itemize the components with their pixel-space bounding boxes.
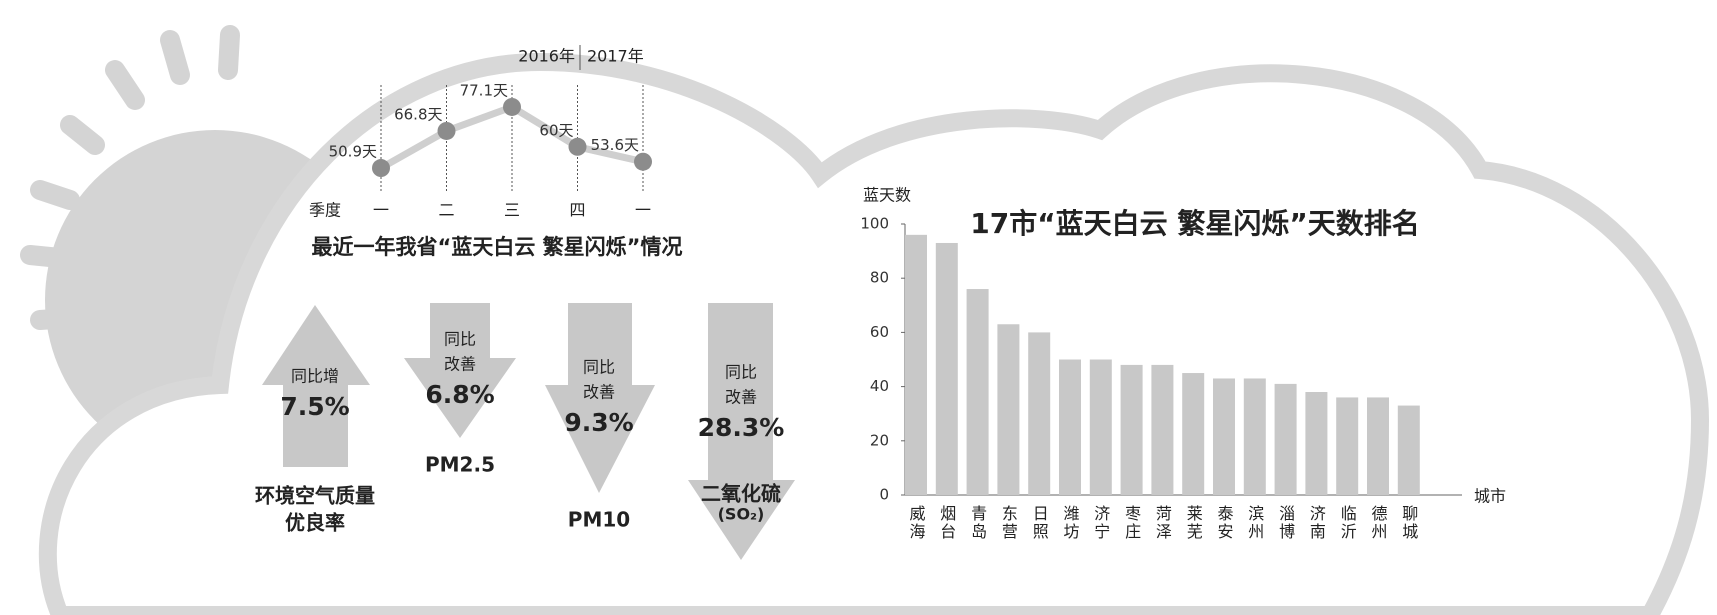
y-axis-label: 蓝天数 [863, 186, 911, 205]
x-tick-label: 日照 [1030, 505, 1049, 541]
x-tick-label: 临沂 [1338, 505, 1357, 541]
x-tick-label: 聊城 [1399, 505, 1418, 541]
chart-title: 最近一年我省“蓝天白云 繁星闪烁”情况 [312, 235, 683, 259]
x-tick-label: 青岛 [968, 505, 987, 541]
x-tick-label: 济南 [1307, 505, 1326, 541]
y-tick-label: 0 [879, 486, 889, 504]
y-tick-label: 20 [870, 431, 889, 449]
bar [1151, 365, 1173, 495]
indicator-name: PM10 [568, 508, 630, 532]
x-tick-label: 烟台 [937, 505, 956, 541]
bar [1213, 378, 1235, 495]
x-tick-label: 滨州 [1245, 505, 1264, 541]
bar [936, 243, 958, 495]
infographic: 2016年 2017年 50.9天一 66.8天二 77.1天三 60天四 53.6天一 季度… [0, 0, 1717, 615]
change-text: 改善 [583, 383, 615, 402]
indicator-name: 优良率 [285, 511, 345, 535]
indicator-name: 二氧化硫 [701, 482, 781, 506]
x-tick-label: 枣庄 [1122, 505, 1141, 541]
bar [1028, 332, 1050, 495]
value-label: 53.6天 [591, 136, 639, 154]
change-value: 6.8% [425, 380, 494, 409]
change-value: 7.5% [280, 392, 349, 421]
change-text: 同比 [583, 358, 615, 377]
change-text: 改善 [725, 388, 757, 407]
change-text: 改善 [444, 355, 476, 374]
bar [1336, 397, 1358, 495]
point [438, 122, 456, 140]
value-label: 77.1天 [460, 81, 508, 99]
bar [967, 289, 989, 495]
point [634, 153, 652, 171]
bar [1090, 360, 1112, 496]
x-tick-label: 三 [504, 201, 520, 220]
indicator-name: PM2.5 [425, 453, 495, 477]
bar [1244, 378, 1266, 495]
x-tick-label: 四 [569, 201, 585, 220]
change-text: 同比 [725, 363, 757, 382]
x-tick-label: 威海 [907, 505, 926, 541]
y-tick-label: 100 [860, 215, 889, 233]
annotation: 2016年 [518, 47, 575, 66]
change-value: 9.3% [564, 408, 633, 437]
bar [1275, 384, 1297, 495]
change-text: 同比增 [291, 367, 339, 386]
chart-title: 17市“蓝天白云 繁星闪烁”天数排名 [970, 207, 1420, 240]
x-tick-label: 二 [438, 201, 454, 220]
background [30, 35, 1700, 615]
bar [1121, 365, 1143, 495]
bar [1398, 406, 1420, 495]
indicator-name: 环境空气质量 [255, 484, 375, 508]
value-label: 60天 [539, 121, 573, 139]
indicator-name: (SO₂) [718, 505, 765, 524]
x-axis-label: 季度 [309, 201, 341, 220]
bar [1367, 397, 1389, 495]
x-tick-label: 泰安 [1215, 505, 1234, 541]
bar [1305, 392, 1327, 495]
point [569, 138, 587, 156]
bar [905, 235, 927, 495]
point [372, 159, 390, 177]
x-tick-label: 东营 [999, 505, 1018, 541]
x-tick-label: 济宁 [1091, 505, 1110, 541]
x-tick-label: 淄博 [1276, 505, 1295, 541]
value-label: 50.9天 [329, 143, 377, 161]
x-tick-label: 菏泽 [1153, 505, 1172, 541]
bar [997, 324, 1019, 495]
change-value: 28.3% [698, 413, 785, 442]
x-tick-label: 一 [635, 201, 651, 220]
y-tick-label: 60 [870, 323, 889, 341]
y-tick-label: 80 [870, 269, 889, 287]
value-label: 66.8天 [394, 105, 442, 123]
x-tick-label: 潍坊 [1061, 505, 1080, 541]
x-axis-label: 城市 [1474, 487, 1506, 506]
x-tick-label: 莱芜 [1184, 505, 1203, 541]
point [503, 98, 521, 116]
x-tick-label: 一 [373, 201, 389, 220]
bar [1182, 373, 1204, 495]
change-text: 同比 [444, 330, 476, 349]
x-tick-label: 德州 [1369, 505, 1388, 541]
bar [1059, 360, 1081, 496]
annotation: 2017年 [587, 47, 644, 66]
y-tick-label: 40 [870, 377, 889, 395]
